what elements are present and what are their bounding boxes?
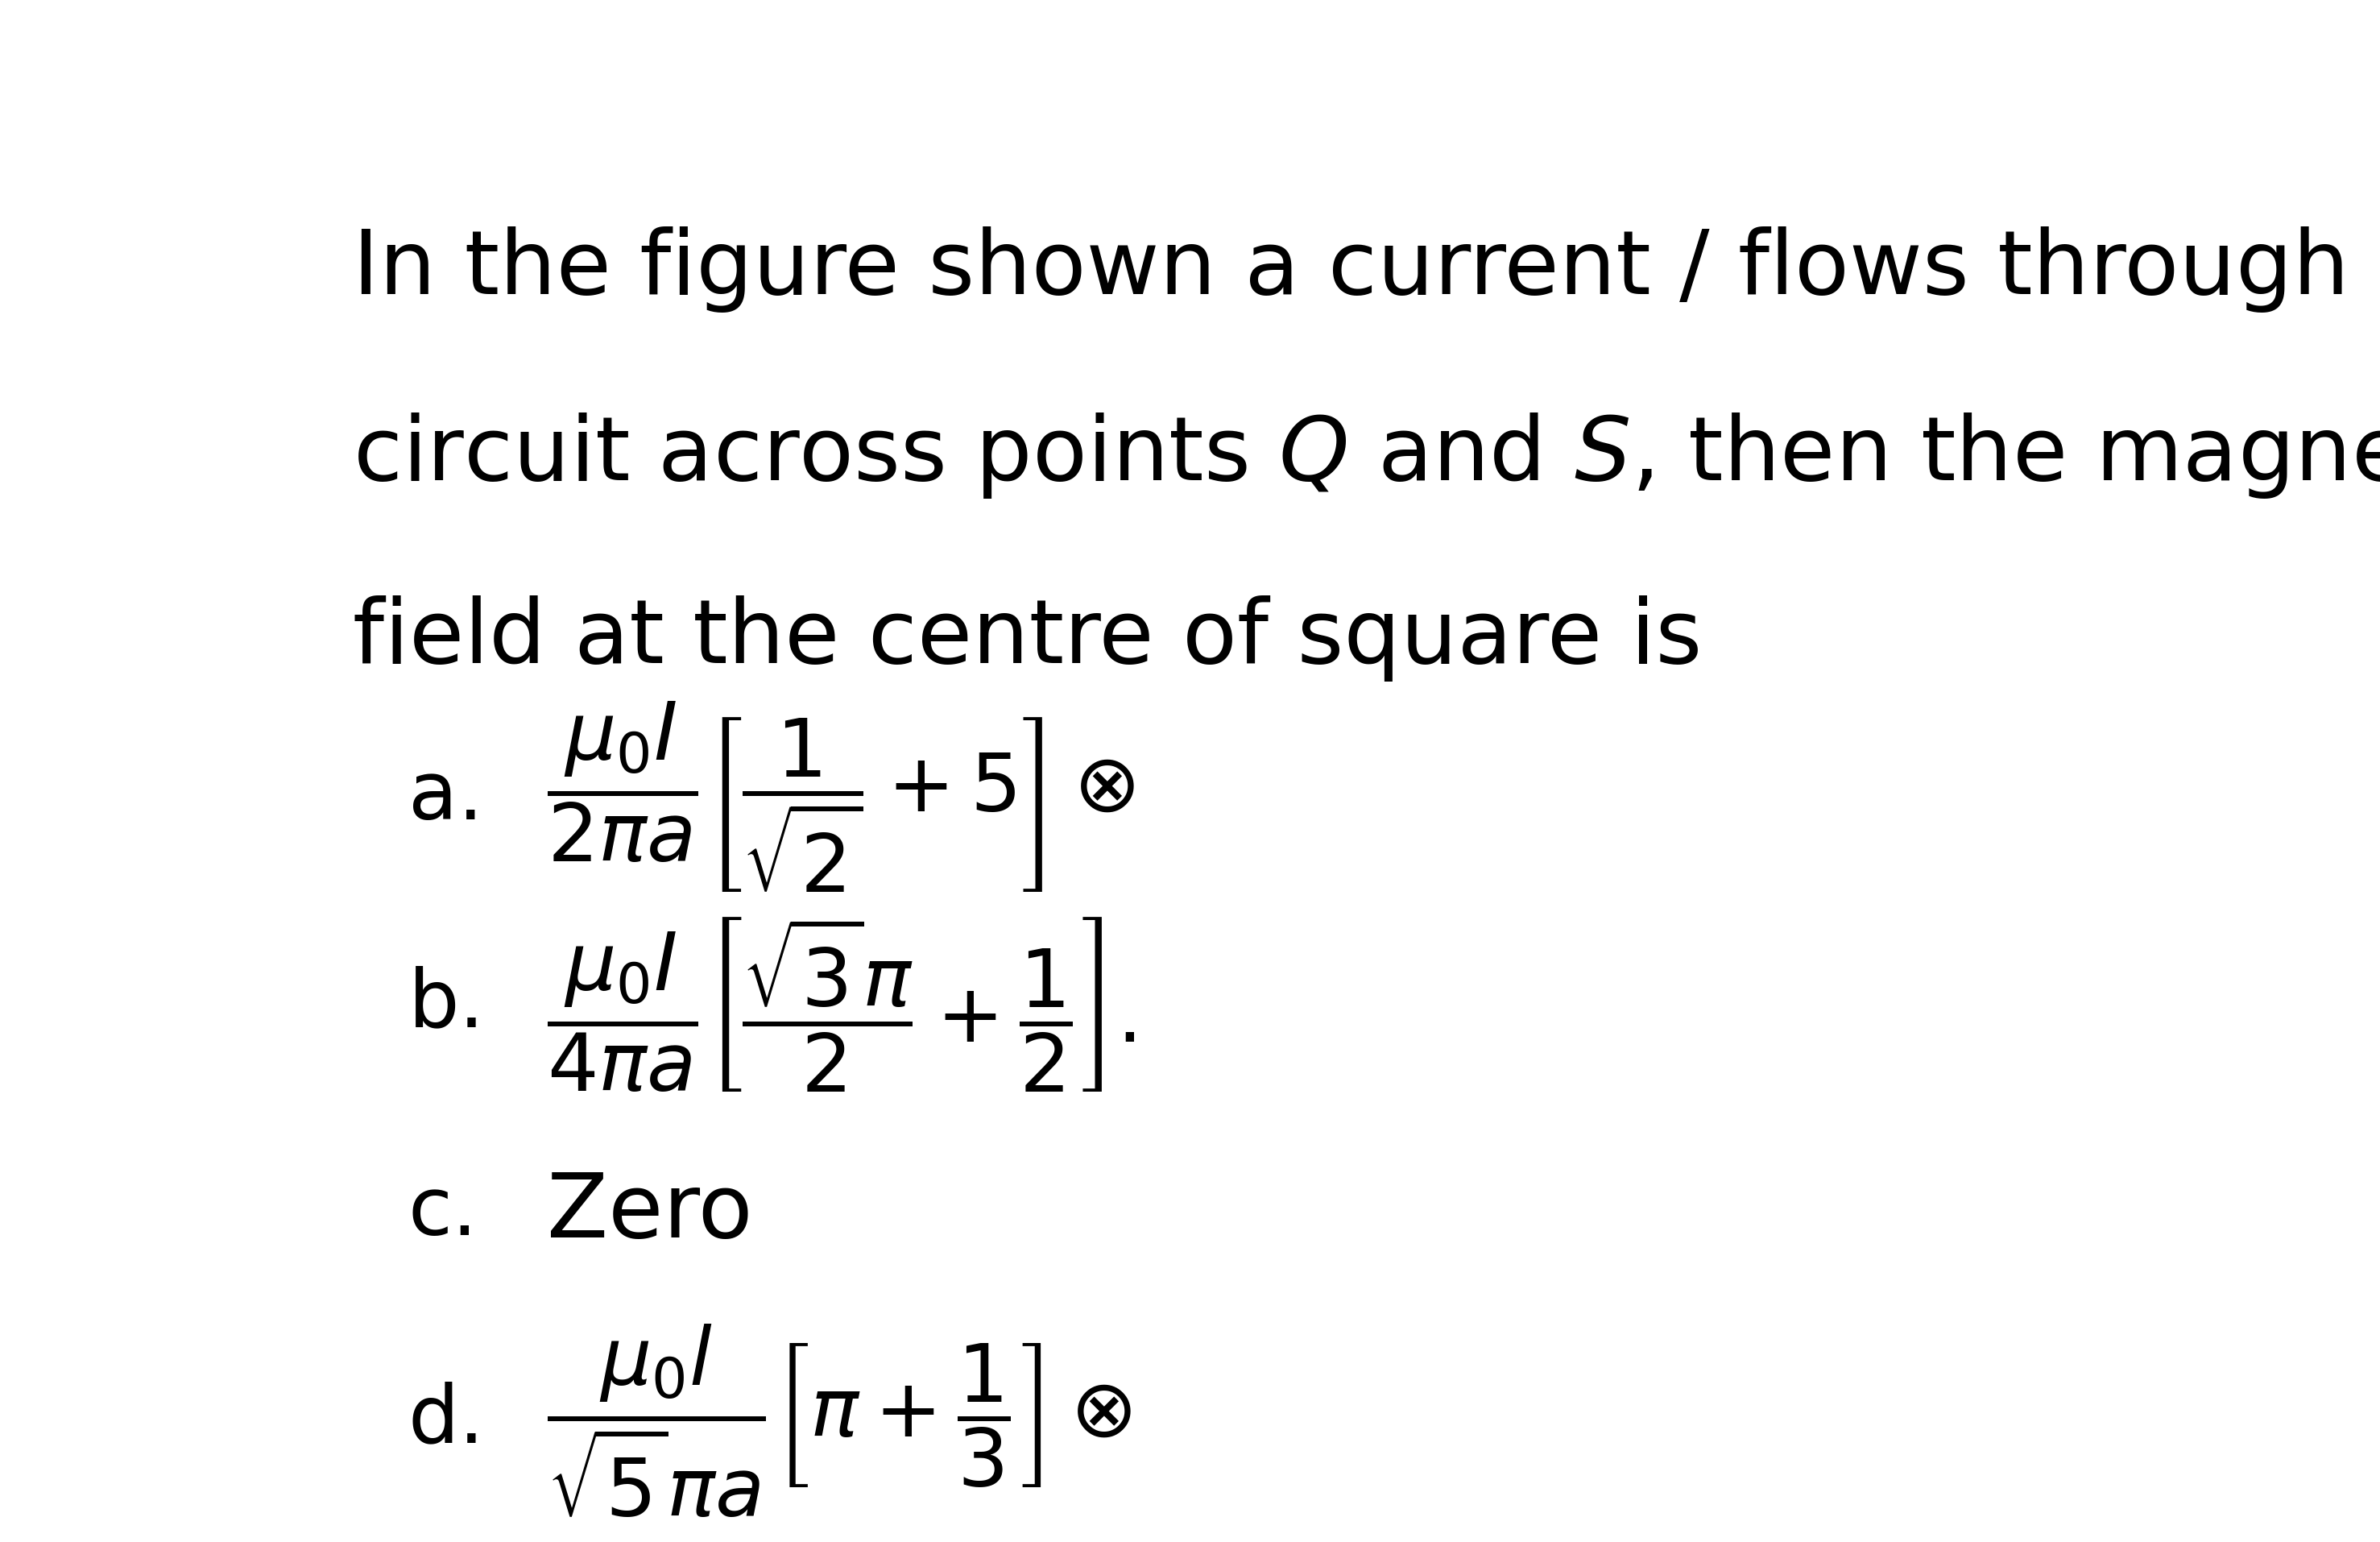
Text: c.: c. [409, 1173, 478, 1251]
Text: a.: a. [409, 757, 483, 836]
Text: In the figure shown a current / flows through the: In the figure shown a current / flows th… [352, 227, 2380, 313]
Text: circuit across points $Q$ and $S$, then the magnetic: circuit across points $Q$ and $S$, then … [352, 410, 2380, 500]
Text: $\dfrac{\mu_0 I}{2\pi a}\left[\dfrac{1}{\sqrt{2}} + 5\right] \otimes$: $\dfrac{\mu_0 I}{2\pi a}\left[\dfrac{1}{… [547, 699, 1135, 894]
Text: $\dfrac{\mu_0 I}{4\pi a}\left[\dfrac{\sqrt{3}\pi}{2} + \dfrac{1}{2}\right].$: $\dfrac{\mu_0 I}{4\pi a}\left[\dfrac{\sq… [547, 916, 1135, 1093]
Text: field at the centre of square is: field at the centre of square is [352, 595, 1702, 682]
Text: d.: d. [409, 1380, 486, 1459]
Text: $\dfrac{\mu_0 l}{\sqrt{5}\pi a}\left[\pi + \dfrac{1}{3}\right] \otimes$: $\dfrac{\mu_0 l}{\sqrt{5}\pi a}\left[\pi… [547, 1321, 1133, 1519]
Text: Zero: Zero [547, 1169, 752, 1255]
Text: b.: b. [409, 965, 486, 1044]
